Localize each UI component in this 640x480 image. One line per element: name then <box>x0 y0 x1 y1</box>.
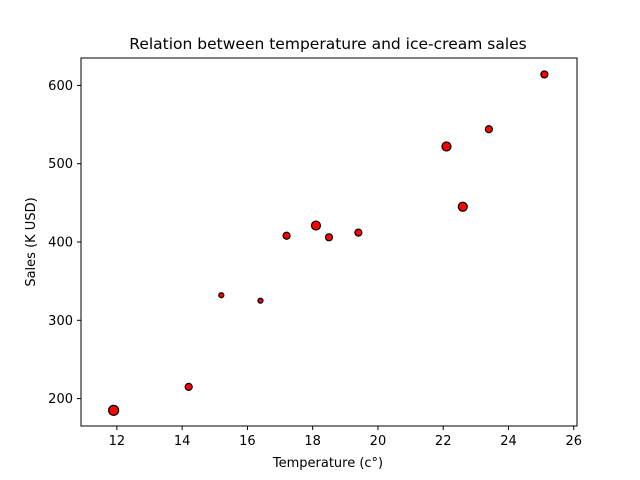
x-tick-label: 18 <box>304 434 321 449</box>
y-tick-label: 600 <box>48 79 73 94</box>
y-tick-label: 400 <box>48 236 73 251</box>
scatter-point <box>324 233 334 242</box>
x-tick-label: 26 <box>565 434 582 449</box>
x-axis-ticks: 12 14 16 18 20 22 24 26 <box>109 426 582 449</box>
x-tick-label: 24 <box>500 434 517 449</box>
scatter-point <box>441 141 452 152</box>
y-axis-ticks: 200 300 400 500 600 <box>48 79 81 407</box>
chart-title: Relation between temperature and ice-cre… <box>129 35 527 53</box>
scatter-point <box>310 220 322 231</box>
scatter-point <box>457 201 468 212</box>
scatter-point <box>282 231 291 240</box>
x-axis-label: Temperature (c°) <box>272 456 383 471</box>
scatter-point <box>354 228 363 237</box>
scatter-point <box>484 125 493 134</box>
scatter-point <box>257 297 264 304</box>
scatter-point <box>184 382 193 391</box>
x-tick-label: 20 <box>370 434 387 449</box>
axes-frame <box>80 57 578 427</box>
y-axis-label: Sales (K USD) <box>24 197 39 286</box>
x-tick-label: 22 <box>435 434 452 449</box>
plot-area: 12 14 16 18 20 22 24 26 200 300 400 500 600 <box>48 57 582 449</box>
x-tick-label: 14 <box>174 434 191 449</box>
y-tick-label: 200 <box>48 392 73 407</box>
x-tick-label: 12 <box>109 434 126 449</box>
y-tick-label: 300 <box>48 314 73 329</box>
x-tick-label: 16 <box>239 434 256 449</box>
scatter-point <box>108 404 120 416</box>
data-points <box>108 70 549 416</box>
scatter-point <box>540 70 549 79</box>
scatter-point <box>218 292 225 299</box>
y-tick-label: 500 <box>48 157 73 172</box>
